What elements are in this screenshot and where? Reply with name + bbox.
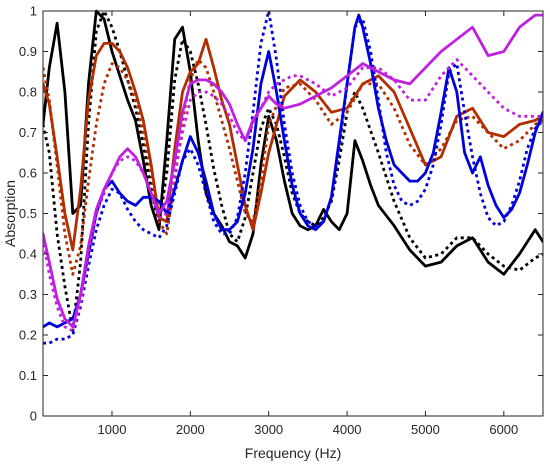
x-tick-label: 3000	[254, 422, 283, 437]
x-tick-label: 4000	[333, 422, 362, 437]
x-axis-label: Frequency (Hz)	[245, 445, 341, 461]
series-layer	[43, 9, 543, 345]
x-tick-label: 5000	[411, 422, 440, 437]
axes-layer	[42, 10, 544, 417]
y-tick-label: 0.9	[19, 44, 37, 59]
series-line-4-dotted	[43, 58, 543, 276]
y-tick-label: 0	[30, 409, 37, 424]
y-tick-label: 0.3	[19, 287, 37, 302]
y-tick-label: 0.2	[19, 328, 37, 343]
y-tick-label: 1	[30, 4, 37, 19]
y-tick-label: 0.5	[19, 206, 37, 221]
y-axis-label: Absorption	[2, 180, 18, 247]
series-line-7-solid	[43, 13, 543, 329]
series-line-2-dotted	[43, 9, 543, 333]
y-tick-label: 0.7	[19, 125, 37, 140]
y-tick-label: 0.8	[19, 85, 37, 100]
y-tick-label: 0.4	[19, 247, 37, 262]
x-tick-label: 1000	[98, 422, 127, 437]
x-tick-label: 2000	[176, 422, 205, 437]
y-tick-label: 0.6	[19, 166, 37, 181]
x-tick-label: 6000	[489, 422, 518, 437]
series-line-1-solid	[43, 9, 543, 276]
series-line-6-dotted	[43, 9, 543, 345]
series-line-5-solid	[43, 13, 543, 329]
y-tick-label: 0.1	[19, 368, 37, 383]
tick-label-layer: 1000 2000 3000 4000 5000 6000 0 0.1 0.2 0.3 0.4 0.5…	[19, 4, 518, 438]
